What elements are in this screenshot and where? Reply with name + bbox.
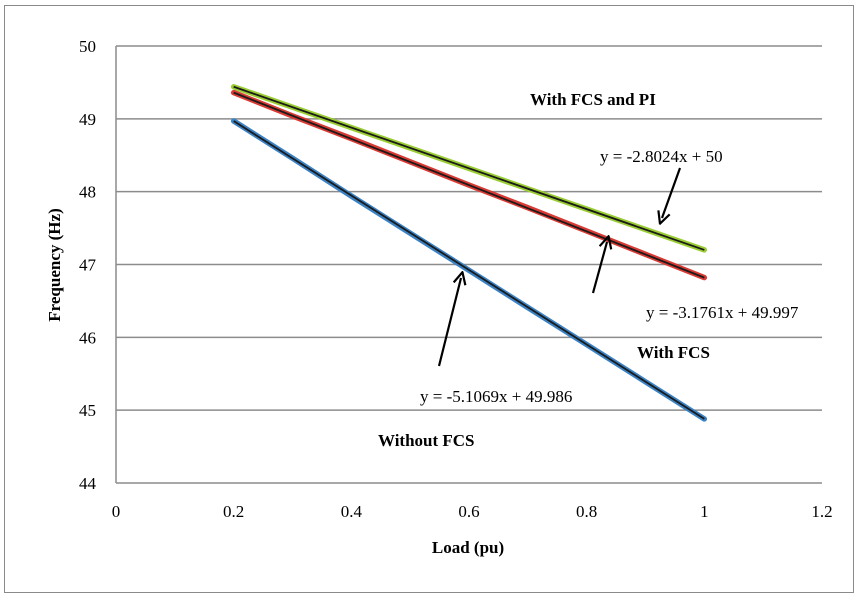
- y-tick-label: 44: [79, 474, 97, 493]
- y-tick-label: 47: [79, 256, 97, 275]
- x-tick-label: 0: [112, 502, 121, 521]
- x-tick-label: 1.2: [811, 502, 832, 521]
- y-tick-label: 46: [79, 328, 96, 347]
- x-tick-label: 0.8: [576, 502, 597, 521]
- arrow-to-without-fcs: [437, 278, 461, 367]
- equation-with-fcs: y = -3.1761x + 49.997: [646, 303, 799, 322]
- y-tick-label: 48: [79, 183, 96, 202]
- trendline-without-fcs: [233, 120, 705, 420]
- x-tick-label: 0.6: [458, 502, 479, 521]
- axes: [115, 46, 822, 484]
- x-tick-label: 0.4: [341, 502, 363, 521]
- trendline-with-fcs-and-pi: [233, 85, 705, 251]
- label-with-fcs: With FCS: [637, 343, 710, 362]
- arrow-to-with-fcs: [591, 242, 607, 294]
- tick-labels: 44 45 46 47 48 49 50 0 0.2 0.4 0.6 0.8 1 1.2: [79, 37, 833, 521]
- y-tick-label: 45: [79, 401, 96, 420]
- x-tick-label: 1: [700, 502, 709, 521]
- y-tick-label: 49: [79, 110, 96, 129]
- x-axis-title: Load (pu): [432, 538, 504, 557]
- x-tick-label: 0.2: [223, 502, 244, 521]
- label-with-fcs-and-pi: With FCS and PI: [530, 90, 656, 109]
- y-tick-label: 50: [79, 37, 96, 56]
- grid-lines: [116, 45, 822, 411]
- equation-without-fcs: y = -5.1069x + 49.986: [420, 387, 572, 406]
- trendline-with-fcs: [233, 91, 705, 279]
- series-lines: [230, 84, 708, 422]
- label-without-fcs: Without FCS: [378, 431, 475, 450]
- chart-frame: [4, 5, 854, 593]
- equation-with-fcs-and-pi: y = -2.8024x + 50: [600, 147, 723, 166]
- arrow-to-with-fcs-and-pi: [662, 167, 682, 218]
- y-axis-title: Frequency (Hz): [45, 208, 64, 321]
